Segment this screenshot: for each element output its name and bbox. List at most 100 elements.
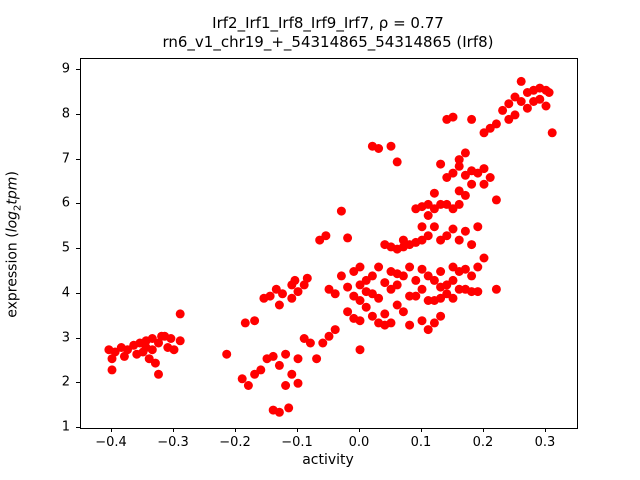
scatter-point bbox=[417, 284, 427, 294]
y-axis-label-subscript: 2 bbox=[12, 204, 24, 211]
scatter-point bbox=[398, 235, 408, 245]
scatter-point bbox=[442, 231, 452, 241]
scatter-point bbox=[349, 267, 359, 276]
x-tick-label: −0.3 bbox=[157, 435, 189, 450]
scatter-point bbox=[287, 293, 297, 303]
scatter-point bbox=[119, 351, 129, 361]
scatter-point bbox=[330, 325, 340, 335]
scatter-point bbox=[299, 334, 309, 343]
scatter-point bbox=[454, 199, 464, 209]
y-tick-label: 1 bbox=[61, 419, 70, 435]
scatter-point bbox=[265, 291, 275, 301]
scatter-point bbox=[107, 354, 117, 364]
scatter-point bbox=[312, 354, 322, 364]
y-tick-mark bbox=[76, 69, 80, 71]
x-tick-label: −0.2 bbox=[219, 435, 251, 450]
y-tick-label: 4 bbox=[61, 285, 70, 301]
x-tick-label: 0.1 bbox=[410, 435, 432, 450]
scatter-point bbox=[169, 345, 179, 355]
scatter-point bbox=[429, 318, 439, 328]
scatter-point bbox=[392, 280, 402, 290]
x-tick-label: 0.3 bbox=[534, 435, 556, 450]
figure-title: Irf2_Irf1_Irf8_Irf9_Irf7, ρ = 0.77 bbox=[212, 14, 444, 32]
scatter-point bbox=[436, 267, 446, 276]
x-tick-label: 0.0 bbox=[348, 435, 370, 450]
y-tick-label: 2 bbox=[61, 374, 70, 390]
x-tick-mark bbox=[359, 428, 360, 432]
scatter-point bbox=[429, 275, 439, 285]
scatter-point bbox=[547, 128, 557, 138]
y-tick-mark bbox=[76, 382, 80, 384]
scatter-point bbox=[361, 302, 371, 312]
x-tick-mark bbox=[111, 428, 112, 432]
scatter-point bbox=[460, 190, 470, 200]
scatter-point bbox=[154, 369, 163, 379]
x-tick-label: −0.4 bbox=[95, 435, 127, 450]
scatter-point bbox=[460, 226, 470, 236]
scatter-point bbox=[367, 311, 377, 321]
scatter-point bbox=[321, 231, 331, 241]
scatter-point bbox=[541, 101, 551, 111]
x-tick-label: −0.1 bbox=[281, 435, 313, 450]
scatter-point bbox=[281, 381, 291, 390]
scatter-point bbox=[374, 144, 384, 153]
scatter-point bbox=[516, 97, 526, 106]
y-tick-label: 6 bbox=[61, 195, 70, 211]
scatter-point bbox=[417, 222, 427, 232]
scatter-point bbox=[491, 119, 501, 129]
scatter-point bbox=[479, 179, 489, 189]
scatter-point bbox=[448, 293, 458, 303]
y-tick-label: 8 bbox=[61, 106, 70, 122]
scatter-point bbox=[510, 110, 520, 120]
scatter-point bbox=[423, 231, 433, 241]
scatter-point bbox=[336, 271, 346, 281]
y-tick-mark bbox=[76, 158, 80, 160]
scatter-point bbox=[274, 360, 284, 370]
scatter-point bbox=[367, 289, 377, 299]
scatter-point bbox=[498, 105, 508, 115]
scatter-point bbox=[299, 280, 309, 290]
scatter-point bbox=[107, 365, 117, 375]
scatter-point bbox=[467, 179, 477, 189]
scatter-point bbox=[287, 369, 297, 379]
y-tick-label: 7 bbox=[61, 151, 70, 167]
scatter-point bbox=[343, 307, 353, 317]
x-axis-label: activity bbox=[302, 452, 354, 468]
scatter-point bbox=[423, 271, 433, 281]
scatter-point bbox=[392, 157, 402, 167]
y-tick-mark bbox=[76, 113, 80, 115]
scatter-point bbox=[473, 168, 483, 178]
y-tick-mark bbox=[76, 292, 80, 294]
scatter-point bbox=[302, 273, 312, 283]
scatter-point bbox=[324, 284, 334, 294]
scatter-point bbox=[343, 282, 353, 292]
scatter-point bbox=[442, 280, 452, 290]
scatter-point bbox=[417, 264, 427, 274]
scatter-point bbox=[324, 331, 334, 341]
scatter-point bbox=[222, 349, 232, 359]
scatter-point bbox=[429, 222, 439, 232]
scatter-point bbox=[485, 173, 495, 182]
scatter-point bbox=[256, 365, 266, 375]
scatter-point bbox=[417, 316, 427, 326]
scatter-point bbox=[423, 325, 433, 335]
scatter-point bbox=[467, 114, 477, 124]
scatter-point bbox=[448, 262, 458, 272]
y-tick-mark bbox=[76, 337, 80, 339]
scatter-point bbox=[147, 345, 157, 355]
scatter-point bbox=[175, 309, 185, 319]
scatter-point bbox=[448, 112, 458, 122]
scatter-point bbox=[157, 331, 167, 341]
scatter-point bbox=[454, 155, 464, 165]
scatter-point bbox=[355, 262, 365, 272]
scatter-point bbox=[405, 291, 415, 301]
scatter-point bbox=[284, 403, 294, 413]
y-tick-label: 5 bbox=[61, 240, 70, 256]
scatter-point bbox=[374, 293, 384, 303]
y-tick-label: 9 bbox=[61, 61, 70, 77]
scatter-point bbox=[386, 318, 396, 328]
scatter-point bbox=[411, 291, 421, 301]
scatter-point bbox=[436, 311, 446, 321]
scatter-point bbox=[293, 354, 303, 364]
scatter-point bbox=[110, 347, 120, 357]
